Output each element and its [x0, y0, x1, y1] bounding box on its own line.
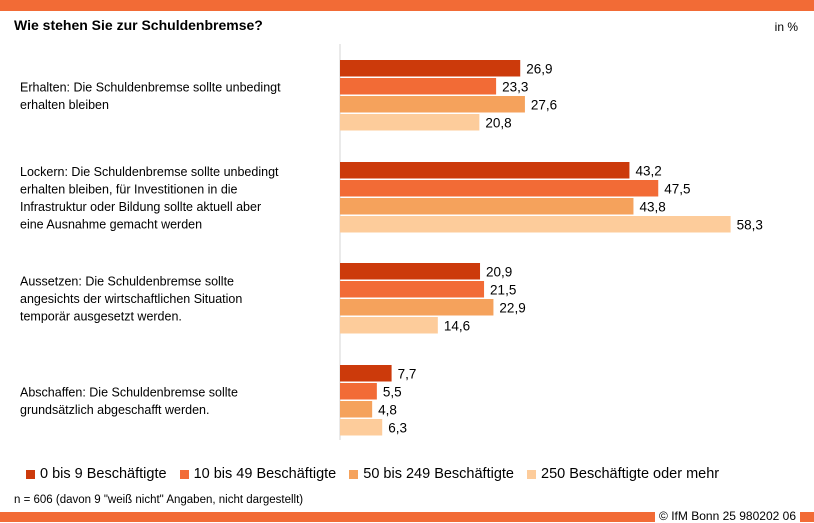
legend-label-1: 10 bis 49 Beschäftigte	[193, 466, 337, 482]
legend-item-2: 50 bis 249 Beschäftigte	[349, 466, 514, 482]
value-label-0-2: 27,6	[531, 97, 557, 112]
category-label-1-line-1: erhalten bleiben, für Investitionen in d…	[20, 182, 238, 196]
bar-1-0	[340, 162, 630, 179]
value-label-3-3: 6,3	[388, 420, 407, 435]
category-label-0-line-0: Erhalten: Die Schuldenbremse sollte unbe…	[20, 80, 281, 94]
bar-3-2	[340, 401, 373, 418]
category-label-1-line-2: Infrastruktur oder Bildung sollte aktuel…	[20, 200, 261, 214]
footnote: n = 606 (davon 9 "weiß nicht" Angaben, n…	[14, 494, 304, 506]
category-label-0-line-1: erhalten bleiben	[20, 98, 109, 112]
value-label-1-2: 43,8	[639, 199, 665, 214]
bar-3-0	[340, 365, 392, 382]
bar-2-0	[340, 263, 481, 280]
value-label-0-3: 20,8	[485, 115, 511, 130]
bar-1-3	[340, 216, 731, 233]
category-label-1-line-3: eine Ausnahme gemacht werden	[20, 217, 202, 231]
value-label-2-3: 14,6	[444, 318, 470, 333]
value-label-3-1: 5,5	[383, 384, 402, 399]
bar-1-1	[340, 180, 659, 197]
category-label-1-line-0: Lockern: Die Schuldenbremse sollte unbed…	[20, 165, 279, 179]
source-credit: © IfM Bonn 25 980202 06	[655, 509, 800, 523]
bar-2-3	[340, 317, 438, 334]
value-label-1-3: 58,3	[737, 217, 763, 232]
unit-label: in %	[774, 20, 798, 34]
category-label-3-line-0: Abschaffen: Die Schuldenbremse sollte	[20, 385, 238, 399]
category-label-3-line-1: grundsätzlich abgeschafft werden.	[20, 403, 209, 417]
bar-chart: Erhalten: Die Schuldenbremse sollte unbe…	[20, 44, 763, 440]
bar-0-3	[340, 114, 480, 131]
legend-swatch-3	[527, 469, 536, 479]
bottom-accent-bar	[0, 512, 814, 522]
top-accent-bar	[0, 0, 814, 11]
value-label-0-1: 23,3	[502, 79, 528, 94]
bar-0-0	[340, 60, 521, 77]
chart-title: Wie stehen Sie zur Schuldenbremse?	[14, 17, 263, 33]
value-label-2-0: 20,9	[486, 264, 512, 279]
value-label-0-0: 26,9	[526, 61, 552, 76]
legend-label-2: 50 bis 249 Beschäftigte	[363, 466, 514, 482]
value-label-3-2: 4,8	[378, 402, 397, 417]
legend-item-3: 250 Beschäftigte oder mehr	[527, 466, 719, 482]
bar-3-1	[340, 383, 377, 400]
value-label-1-1: 47,5	[664, 181, 690, 196]
bar-0-2	[340, 96, 525, 113]
legend-label-0: 0 bis 9 Beschäftigte	[40, 466, 167, 482]
bar-3-3	[340, 419, 383, 436]
value-label-2-2: 22,9	[499, 300, 525, 315]
legend-swatch-0	[26, 469, 35, 479]
bar-2-1	[340, 281, 485, 298]
bar-1-2	[340, 198, 634, 215]
legend-swatch-2	[349, 469, 359, 479]
value-label-3-0: 7,7	[398, 366, 417, 381]
legend-item-1: 10 bis 49 Beschäftigte	[179, 466, 337, 482]
legend-swatch-1	[179, 469, 189, 479]
category-label-2-line-1: angesichts der wirtschaftlichen Situatio…	[20, 292, 242, 306]
category-label-2-line-0: Aussetzen: Die Schuldenbremse sollte	[20, 275, 234, 289]
bar-2-2	[340, 299, 494, 316]
legend-item-0: 0 bis 9 Beschäftigte	[26, 466, 167, 482]
legend: 0 bis 9 Beschäftigte 10 bis 49 Beschäfti…	[26, 466, 732, 482]
legend-label-3: 250 Beschäftigte oder mehr	[541, 466, 720, 482]
bar-0-1	[340, 78, 497, 95]
category-label-2-line-2: temporär ausgesetzt werden.	[20, 310, 182, 324]
value-label-1-0: 43,2	[635, 163, 661, 178]
value-label-2-1: 21,5	[490, 282, 516, 297]
